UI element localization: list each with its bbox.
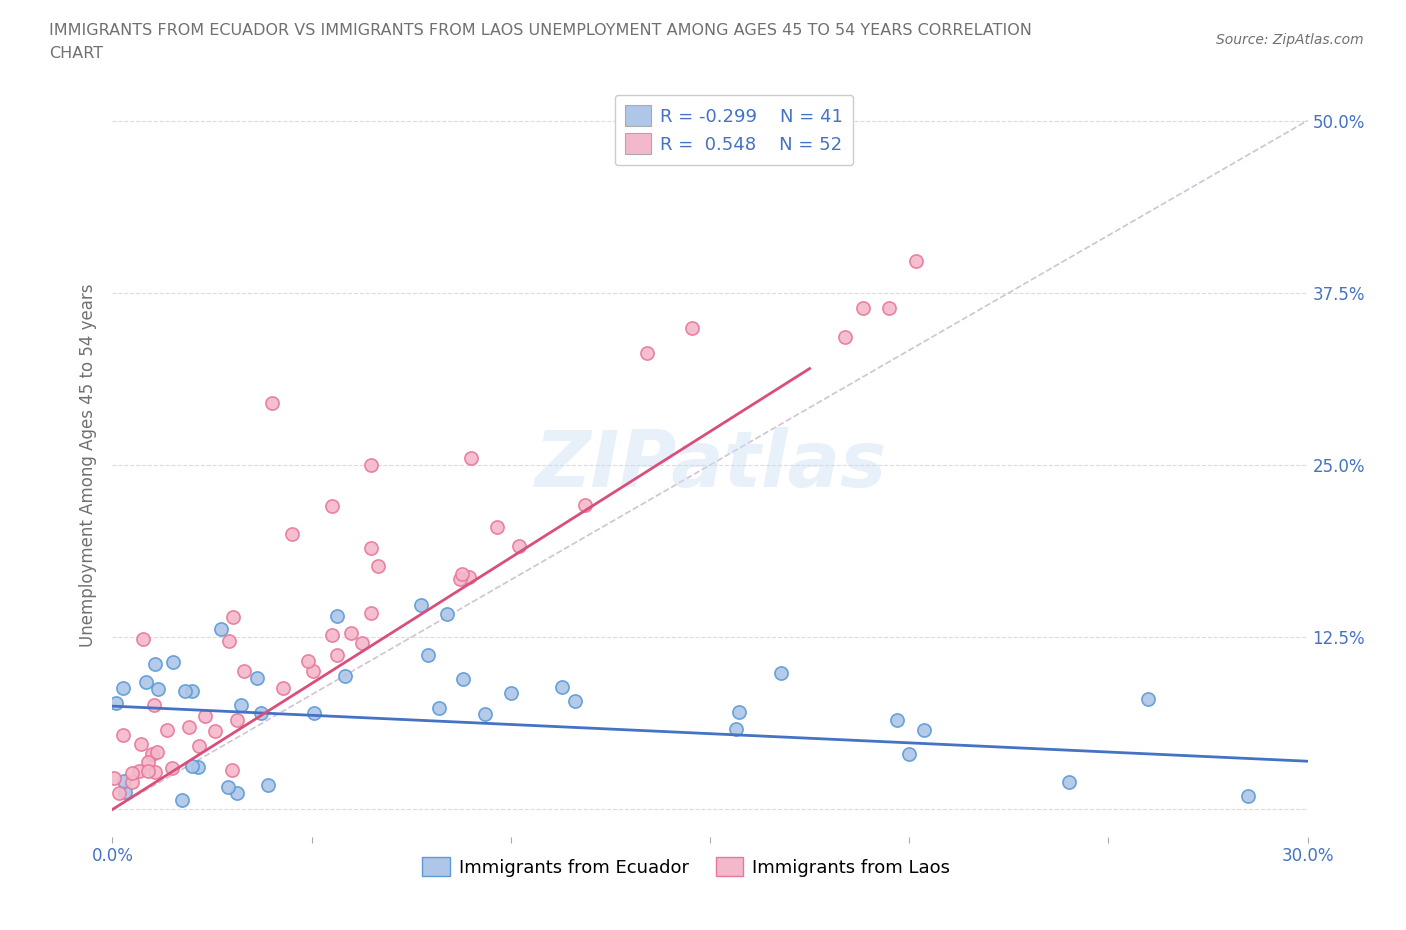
Point xyxy=(360,605,382,620)
Point xyxy=(103,771,125,786)
Text: IMMIGRANTS FROM ECUADOR VS IMMIGRANTS FROM LAOS UNEMPLOYMENT AMONG AGES 45 TO 54: IMMIGRANTS FROM ECUADOR VS IMMIGRANTS FR… xyxy=(49,23,1032,38)
Point xyxy=(852,300,875,315)
Point xyxy=(360,540,382,555)
Point xyxy=(574,498,596,512)
Point xyxy=(297,653,319,668)
Point xyxy=(141,747,163,762)
Point xyxy=(508,539,530,554)
Point xyxy=(187,759,209,774)
Point xyxy=(132,631,155,646)
Point xyxy=(143,764,166,779)
Point xyxy=(209,622,232,637)
Point xyxy=(367,559,389,574)
Point xyxy=(156,722,179,737)
Point xyxy=(499,685,522,700)
Point xyxy=(173,684,195,698)
Point xyxy=(225,786,247,801)
Text: Source: ZipAtlas.com: Source: ZipAtlas.com xyxy=(1216,33,1364,46)
Point xyxy=(877,300,900,315)
Point xyxy=(136,764,159,778)
Point xyxy=(257,777,280,792)
Point xyxy=(360,458,382,472)
Point xyxy=(1237,789,1260,804)
Point xyxy=(129,737,152,751)
Point xyxy=(222,610,245,625)
Point xyxy=(114,784,136,799)
Point xyxy=(637,345,659,360)
Point xyxy=(217,779,239,794)
Point xyxy=(233,664,256,679)
Text: CHART: CHART xyxy=(49,46,103,61)
Point xyxy=(302,663,325,678)
Point xyxy=(449,572,471,587)
Point xyxy=(187,738,209,753)
Point xyxy=(474,706,496,721)
Point xyxy=(179,720,201,735)
Point xyxy=(321,627,343,642)
Point xyxy=(304,706,326,721)
Point xyxy=(564,694,586,709)
Point xyxy=(486,520,509,535)
Point xyxy=(1057,775,1080,790)
Point xyxy=(221,762,243,777)
Point xyxy=(350,635,373,650)
Point xyxy=(181,684,204,698)
Point xyxy=(281,526,304,541)
Point xyxy=(112,773,135,788)
Point xyxy=(1137,692,1160,707)
Point xyxy=(728,705,751,720)
Point xyxy=(121,775,143,790)
Point xyxy=(912,723,935,737)
Point xyxy=(121,766,143,781)
Point xyxy=(905,254,928,269)
Point xyxy=(143,657,166,671)
Point xyxy=(250,705,273,720)
Y-axis label: Unemployment Among Ages 45 to 54 years: Unemployment Among Ages 45 to 54 years xyxy=(79,284,97,646)
Point xyxy=(325,648,347,663)
Point xyxy=(148,682,170,697)
Point xyxy=(194,709,217,724)
Point xyxy=(436,606,458,621)
Point xyxy=(326,609,349,624)
Point xyxy=(451,566,474,581)
Point xyxy=(335,668,357,683)
Point xyxy=(427,700,450,715)
Point xyxy=(204,724,226,739)
Point xyxy=(898,747,921,762)
Point xyxy=(321,498,343,513)
Point xyxy=(451,671,474,686)
Legend: Immigrants from Ecuador, Immigrants from Laos: Immigrants from Ecuador, Immigrants from… xyxy=(415,850,957,883)
Point xyxy=(229,698,252,712)
Point xyxy=(143,698,166,712)
Point xyxy=(460,451,482,466)
Point xyxy=(128,764,150,778)
Point xyxy=(834,330,856,345)
Point xyxy=(218,633,240,648)
Point xyxy=(550,679,572,694)
Point xyxy=(135,674,157,689)
Point xyxy=(260,395,283,410)
Point xyxy=(111,680,134,695)
Point xyxy=(146,744,169,759)
Point xyxy=(162,655,184,670)
Point xyxy=(886,712,908,727)
Point xyxy=(181,758,204,773)
Point xyxy=(409,597,432,612)
Point xyxy=(136,755,159,770)
Point xyxy=(108,785,131,800)
Point xyxy=(172,793,194,808)
Point xyxy=(162,761,183,776)
Point xyxy=(725,722,748,737)
Point xyxy=(226,712,249,727)
Point xyxy=(271,680,294,695)
Point xyxy=(457,569,479,584)
Point xyxy=(246,671,269,685)
Point xyxy=(340,626,363,641)
Text: ZIPatlas: ZIPatlas xyxy=(534,427,886,503)
Point xyxy=(112,728,135,743)
Point xyxy=(769,665,792,680)
Point xyxy=(418,648,440,663)
Point xyxy=(105,696,128,711)
Point xyxy=(681,321,703,336)
